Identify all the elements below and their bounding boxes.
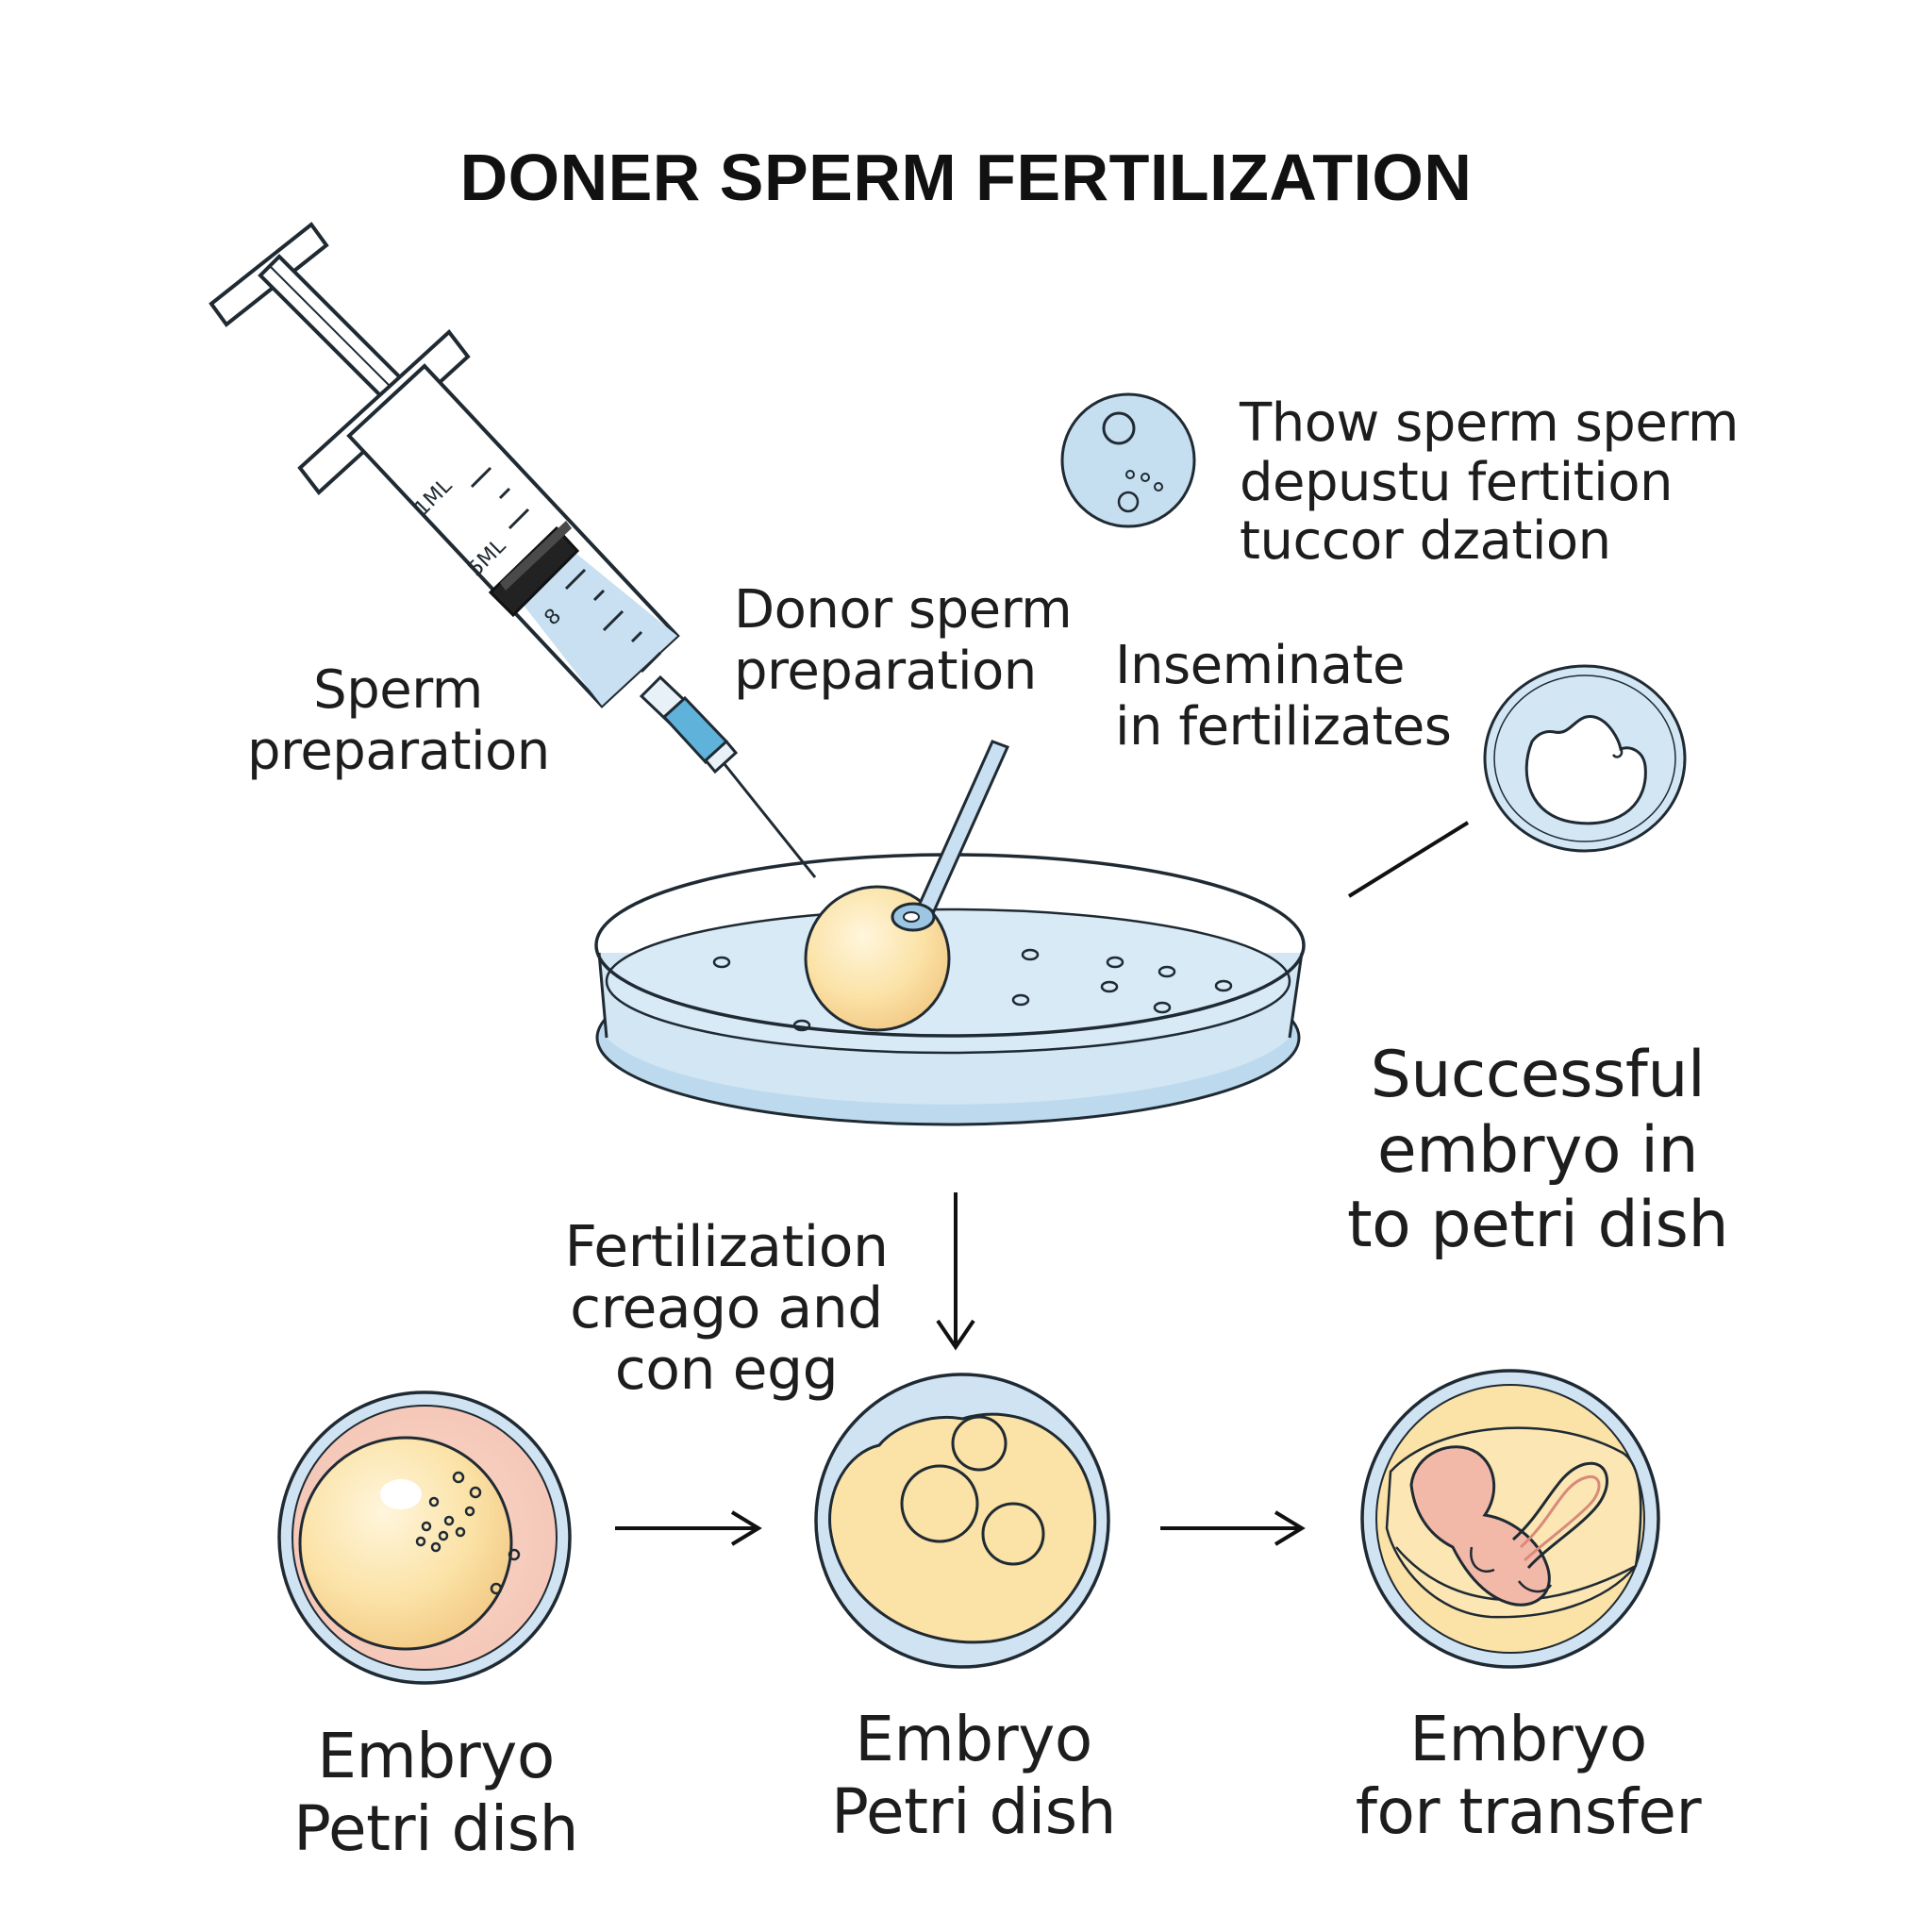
label-thow-sperm: Thow sperm sperm depustu fertition tucco… bbox=[1240, 392, 1739, 573]
egg-cell-icon bbox=[1483, 664, 1687, 853]
syringe-icon: 1ML 5ML 8 bbox=[208, 222, 817, 878]
pipette-icon bbox=[891, 740, 1010, 932]
sperm-cell-icon bbox=[1060, 392, 1196, 528]
label-donor-sperm-preparation: Donor sperm preparation bbox=[734, 579, 1073, 702]
petri-dish-icon bbox=[594, 853, 1306, 1126]
pointer-line bbox=[1347, 821, 1470, 898]
caption-dish-2: Embryo Petri dish bbox=[831, 1703, 1116, 1849]
label-fertilization: Fertilization creago and con egg bbox=[564, 1214, 889, 1403]
embryo-dish-3 bbox=[1360, 1369, 1660, 1669]
arrow-down-icon bbox=[936, 1192, 975, 1351]
arrow-right-icon bbox=[1160, 1510, 1306, 1546]
label-successful-embryo: Successful embryo in to petri dish bbox=[1346, 1038, 1729, 1263]
embryo-dish-2 bbox=[814, 1373, 1110, 1669]
caption-dish-3: Embryo for transfer bbox=[1355, 1703, 1702, 1849]
label-sperm-preparation: Sperm preparation bbox=[247, 659, 550, 782]
embryo-dish-1 bbox=[277, 1391, 572, 1685]
label-inseminate: Inseminate in fertilizates bbox=[1115, 635, 1452, 758]
arrow-right-icon bbox=[615, 1510, 762, 1546]
page-title: DONER SPERM FERTILIZATION bbox=[459, 141, 1473, 214]
caption-dish-1: Embryo Petri dish bbox=[293, 1720, 578, 1866]
